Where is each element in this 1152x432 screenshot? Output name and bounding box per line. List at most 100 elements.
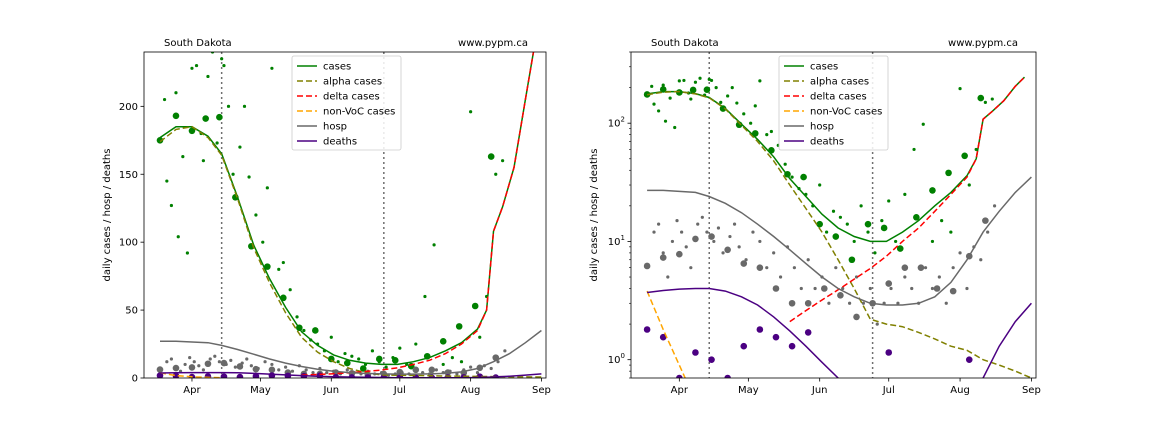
data-point — [961, 152, 968, 160]
x-tick-label: Aug — [950, 385, 970, 396]
data-point — [304, 368, 308, 372]
data-point — [848, 256, 856, 264]
data-point — [398, 346, 402, 350]
data-point — [885, 280, 893, 287]
data-point — [489, 366, 493, 371]
data-point — [661, 251, 665, 255]
data-point — [783, 162, 787, 166]
data-point — [242, 104, 247, 108]
data-point — [188, 127, 196, 135]
data-point — [281, 260, 285, 265]
data-point — [921, 122, 925, 126]
data-point — [827, 301, 831, 305]
data-point — [680, 230, 684, 234]
data-point — [737, 245, 741, 249]
data-point — [868, 286, 872, 291]
data-point — [188, 364, 196, 371]
data-point — [709, 78, 714, 83]
data-point — [841, 286, 845, 291]
data-point — [944, 301, 948, 305]
y-axis-label: daily cases / hosp / deaths — [589, 149, 600, 282]
data-point — [226, 104, 231, 108]
data-point — [643, 326, 651, 333]
data-point — [162, 97, 167, 102]
data-point — [496, 360, 500, 364]
y-tick-label-base: 10 — [608, 355, 621, 366]
data-point — [958, 87, 962, 91]
data-point — [666, 275, 670, 279]
y-tick-label-base: 10 — [608, 237, 621, 248]
data-point — [852, 239, 856, 244]
data-point — [806, 258, 810, 262]
data-point — [657, 109, 661, 113]
data-point — [693, 80, 698, 84]
data-point — [201, 159, 205, 163]
y-tick-label: 50 — [125, 306, 138, 317]
y-tick-label-exponent: 2 — [621, 116, 625, 124]
series-line-cases — [646, 76, 1026, 243]
data-point — [249, 364, 253, 368]
data-point — [949, 287, 957, 295]
data-point — [261, 240, 265, 244]
data-point — [753, 104, 757, 108]
legend-label: cases — [810, 62, 838, 73]
data-point — [670, 239, 675, 244]
y-tick-label: 200 — [119, 102, 138, 113]
data-point — [224, 362, 228, 367]
data-point — [469, 110, 473, 114]
data-point — [910, 286, 914, 291]
x-tick-label: Jun — [322, 385, 339, 396]
data-point — [682, 78, 686, 83]
data-point — [772, 285, 780, 292]
panel-left: Apr May Jun Jul Aug Sep 0 50 100 150 200 daily case… — [102, 38, 551, 396]
y-tick-label: 101 — [608, 234, 625, 248]
data-point — [181, 154, 185, 159]
data-point — [448, 369, 452, 373]
data-point — [934, 410, 941, 417]
data-point — [204, 373, 212, 378]
x-tick-label: May — [738, 385, 759, 396]
data-point — [475, 370, 480, 375]
legend-box — [291, 55, 402, 151]
data-point — [804, 329, 812, 336]
series-line-non-voc-cases — [159, 372, 222, 378]
data-point — [270, 66, 274, 70]
data-point — [983, 100, 987, 104]
data-point — [350, 354, 354, 358]
data-point — [837, 292, 844, 299]
data-point — [455, 323, 463, 330]
x-tick-label: May — [250, 385, 271, 396]
data-point — [357, 357, 361, 361]
axes-frame — [143, 51, 547, 379]
data-point — [216, 113, 223, 121]
data-point — [719, 100, 723, 104]
legend-label: delta cases — [810, 92, 867, 103]
data-point — [740, 260, 748, 267]
data-point — [220, 373, 228, 378]
data-point — [311, 370, 315, 375]
data-point — [459, 360, 464, 364]
legend-label: non-VoC cases — [323, 107, 395, 118]
data-point — [703, 86, 711, 93]
data-point — [206, 74, 210, 79]
data-point — [853, 313, 860, 321]
data-point — [377, 360, 381, 364]
data-point — [696, 222, 700, 226]
data-point — [663, 119, 668, 123]
data-point — [923, 266, 928, 270]
data-point — [233, 365, 237, 369]
data-point — [359, 365, 367, 372]
legend-label: deaths — [323, 137, 357, 148]
legend-label: cases — [323, 62, 351, 73]
data-point — [375, 355, 383, 363]
data-point — [719, 105, 727, 112]
axes-frame — [630, 51, 1037, 379]
data-point — [264, 263, 271, 270]
data-point — [772, 251, 776, 255]
legend-box — [778, 55, 889, 151]
data-point — [716, 226, 721, 230]
data-point — [816, 220, 823, 228]
data-point — [950, 397, 957, 404]
data-point — [778, 275, 783, 279]
data-point — [190, 66, 194, 70]
